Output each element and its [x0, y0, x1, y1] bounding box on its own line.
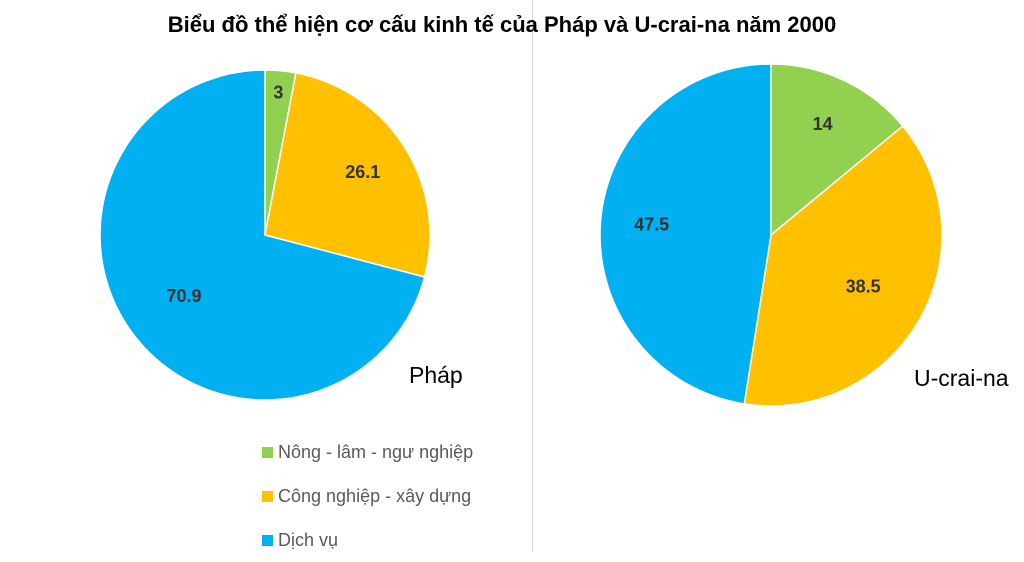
chart-legend: Nông - lâm - ngư nghiệp Công nghiệp - xâ…: [262, 430, 473, 562]
pie-slice-phap-services: [99, 69, 426, 401]
data-label-ucraina-industry: 38.5: [846, 276, 881, 296]
pie-name-ucraina: U-crai-na: [914, 365, 1009, 391]
legend-swatch-agriculture: [262, 446, 273, 458]
chart-divider: [532, 0, 533, 552]
pie-slice-ucraina-agriculture: [770, 63, 904, 237]
legend-label-services: Dịch vụ: [278, 529, 339, 550]
legend-item-services: Dịch vụ: [262, 518, 473, 562]
legend-item-industry: Công nghiệp - xây dựng: [262, 474, 473, 518]
data-label-ucraina-agriculture: 14: [813, 114, 833, 134]
legend-label-agriculture: Nông - lâm - ngư nghiệp: [278, 441, 474, 462]
pie-name-phap: Pháp: [409, 362, 463, 388]
legend-item-agriculture: Nông - lâm - ngư nghiệp: [262, 430, 473, 474]
data-label-phap-industry: 26.1: [345, 162, 380, 182]
legend-swatch-industry: [262, 490, 273, 502]
data-label-ucraina-services: 47.5: [634, 214, 669, 234]
pie-phap: 3 26.1 70.9: [99, 69, 431, 401]
pie-slice-ucraina-industry: [743, 124, 943, 407]
data-label-phap-agriculture: 3: [273, 82, 283, 102]
pie-slice-phap-industry: [264, 72, 431, 278]
data-label-phap-services: 70.9: [166, 286, 201, 306]
pie-slice-ucraina-services: [599, 63, 772, 405]
legend-label-industry: Công nghiệp - xây dựng: [278, 485, 472, 506]
chart-title: Biểu đồ thể hiện cơ cấu kinh tế của Pháp…: [167, 12, 837, 37]
legend-swatch-services: [262, 534, 273, 546]
pie-ucraina: 14 38.5 47.5: [599, 63, 943, 407]
